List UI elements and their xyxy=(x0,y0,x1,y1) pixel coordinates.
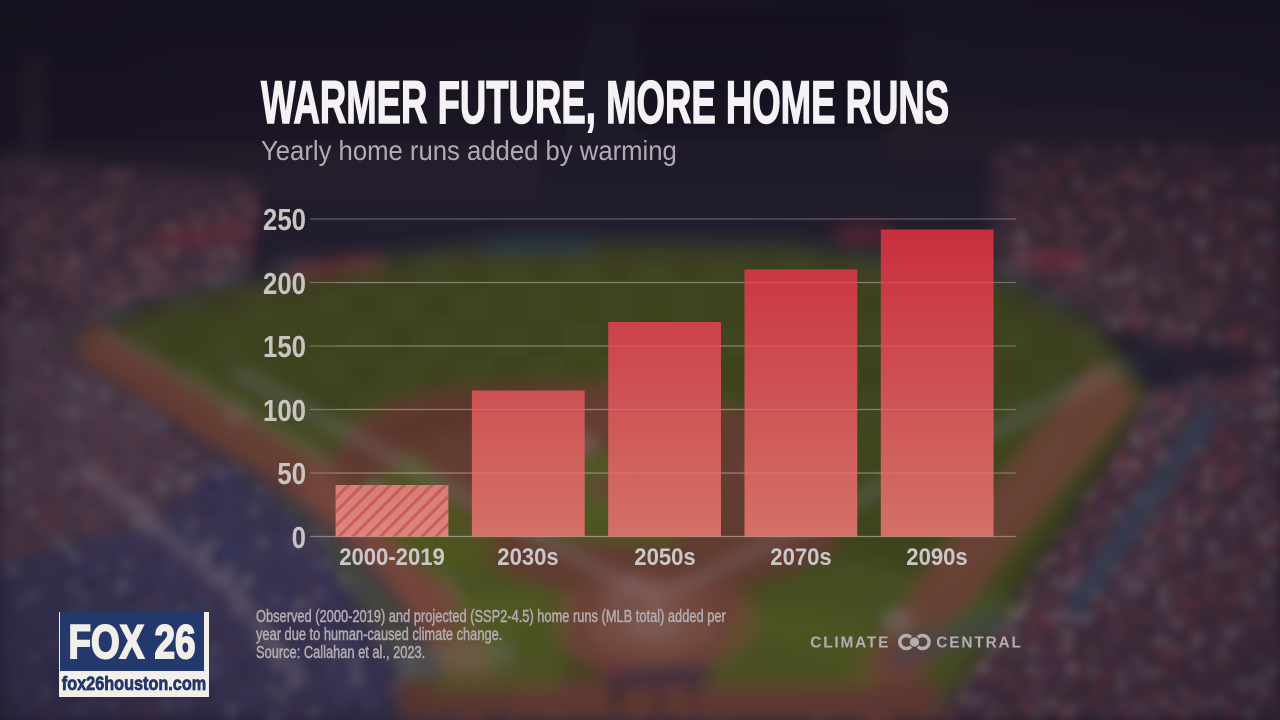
svg-text:CENTRAL: CENTRAL xyxy=(936,634,1022,651)
svg-text:CLIMATE: CLIMATE xyxy=(810,634,890,651)
